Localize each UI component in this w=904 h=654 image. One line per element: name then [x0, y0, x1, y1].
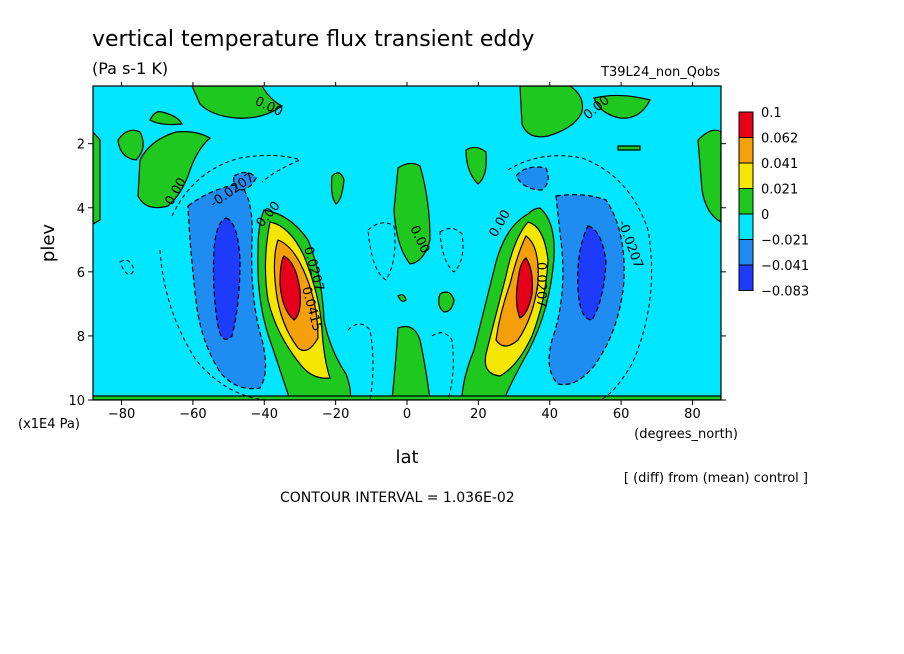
- colorbar-label: 0.1: [761, 106, 782, 121]
- y-unit-label: (x1E4 Pa): [18, 417, 80, 432]
- colorbar-label: −0.041: [761, 259, 809, 274]
- y-tick-label: 2: [77, 138, 85, 153]
- units-label: (Pa s-1 K): [92, 59, 168, 78]
- colorbar-swatch: [738, 264, 754, 291]
- contour-label: 0.0207: [533, 262, 548, 308]
- y-tick-label: 10: [68, 394, 85, 409]
- x-tick-label: 60: [613, 407, 630, 422]
- x-tick-label: 20: [470, 407, 487, 422]
- plot-area: [93, 86, 721, 400]
- x-tick-label: 0: [403, 407, 411, 422]
- colorbar-swatch: [738, 239, 754, 266]
- y-axis-label: plev: [38, 224, 59, 263]
- colorbar-swatch: [738, 188, 754, 215]
- x-axis-label: lat: [395, 447, 418, 468]
- chart-title: vertical temperature flux transient eddy: [92, 27, 534, 52]
- colorbar: 0.1 0.062 0.041 0.021 0 −0.021 −0.041 −0.083: [738, 106, 809, 300]
- y-axis: 2 4 6 8 10: [68, 138, 726, 409]
- colorbar-label: 0.062: [761, 132, 798, 147]
- y-tick-label: 8: [77, 330, 85, 345]
- contour-interval: CONTOUR INTERVAL = 1.036E-02: [280, 490, 515, 506]
- x-tick-label: −60: [179, 407, 206, 422]
- diff-note: [ (diff) from (mean) control ]: [624, 471, 808, 486]
- y-tick-label: 4: [77, 202, 85, 217]
- x-tick-label: 80: [684, 407, 701, 422]
- colorbar-label: −0.021: [761, 234, 809, 249]
- field-max-positive: [279, 255, 533, 321]
- y-tick-label: 6: [77, 266, 85, 281]
- negative-contours: [119, 154, 653, 400]
- x-tick-label: −40: [251, 407, 278, 422]
- x-axis: −80 −60 −40 −20 0 20 40 60 80: [108, 82, 701, 422]
- colorbar-label: 0.021: [761, 183, 798, 198]
- colorbar-swatch: [738, 213, 754, 240]
- x-unit-label: (degrees_north): [634, 427, 738, 442]
- run-label: T39L24_non_Qobs: [600, 65, 720, 80]
- field-strong-negative: [212, 217, 607, 340]
- colorbar-label: 0: [761, 208, 769, 223]
- x-tick-label: 40: [541, 407, 558, 422]
- colorbar-label: 0.041: [761, 157, 798, 172]
- colorbar-swatch: [738, 162, 754, 189]
- colorbar-label: −0.083: [761, 285, 809, 300]
- colorbar-swatch: [738, 137, 754, 164]
- colorbar-swatch: [738, 111, 754, 138]
- x-tick-label: −20: [322, 407, 349, 422]
- x-tick-label: −80: [108, 407, 135, 422]
